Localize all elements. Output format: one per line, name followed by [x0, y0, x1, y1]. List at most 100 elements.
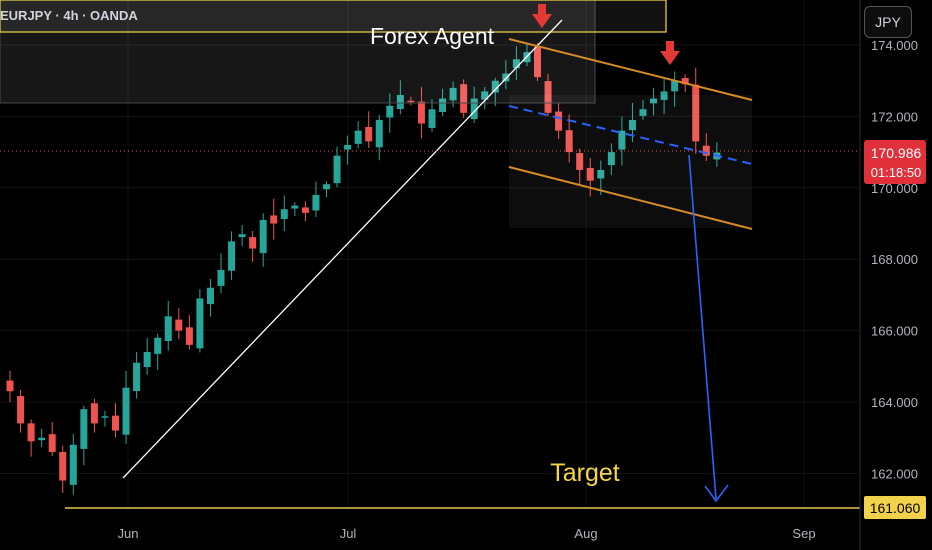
projection-arrow-line [688, 154, 717, 500]
x-tick-label: Jun [118, 526, 139, 541]
candle-body [38, 437, 46, 441]
highlight-box [0, 0, 596, 104]
candle-body [48, 434, 56, 452]
candle-body [312, 194, 320, 211]
candle [470, 86, 478, 124]
candle-body [280, 209, 288, 219]
candle-body [639, 109, 647, 116]
channel-fill [509, 95, 752, 228]
candle-body [597, 169, 605, 179]
symbol-label[interactable]: EURJPY · 4h · OANDA [0, 8, 138, 23]
candle [301, 201, 309, 222]
candle [502, 60, 510, 89]
candle-body [17, 396, 25, 424]
candle-body [80, 409, 88, 449]
candle-body [249, 237, 257, 249]
candle [607, 143, 615, 176]
candle [544, 73, 552, 117]
candle-body [196, 298, 204, 349]
candle-body [544, 81, 552, 113]
candle-body [323, 184, 330, 190]
candle [69, 433, 77, 495]
price-tags: 170.986 01:18:50 161.060 [864, 140, 926, 519]
candle [270, 198, 278, 240]
marker-head [532, 14, 552, 28]
candle [565, 114, 573, 163]
candle-series [6, 43, 721, 495]
y-tick-label: 168.000 [871, 252, 918, 267]
candle-body [586, 167, 594, 181]
y-tick-label: 166.000 [871, 324, 918, 339]
candle-body [502, 73, 510, 82]
candle-body [534, 47, 541, 78]
candle [639, 100, 647, 120]
candle [323, 181, 330, 198]
candle [17, 389, 25, 433]
candle-body [386, 105, 394, 118]
candle-body [259, 219, 267, 254]
candle-body [354, 130, 362, 144]
candle [396, 80, 404, 115]
drawing-overlays: Forex Agent Target [0, 0, 860, 509]
y-tick-label: 174.000 [871, 38, 918, 53]
candle [386, 93, 394, 133]
candle-body [175, 319, 183, 331]
candle [80, 405, 88, 466]
candle [491, 77, 499, 107]
candle [238, 224, 246, 247]
candle-body [491, 80, 499, 93]
price-axis-bg [860, 0, 932, 550]
candle-body [133, 362, 141, 392]
candle-body [206, 287, 214, 305]
y-tick-label: 162.000 [871, 466, 918, 481]
candle [259, 213, 267, 267]
candle [481, 86, 489, 110]
candle [460, 79, 468, 119]
candle-body [59, 451, 67, 481]
candle [333, 146, 341, 188]
channel-midline [508, 105, 753, 165]
candle [217, 253, 225, 294]
candle [90, 398, 98, 433]
candle-body [101, 416, 109, 418]
candle-body [154, 337, 162, 354]
candle [407, 96, 415, 106]
y-tick-label: 164.000 [871, 395, 918, 410]
candle [249, 230, 257, 262]
candle-body [333, 155, 341, 184]
candle-body [628, 119, 636, 131]
marker-stem [538, 4, 546, 15]
trendline [122, 19, 563, 479]
candle [154, 333, 162, 370]
candle-body [69, 444, 77, 485]
candle-body [449, 87, 457, 101]
candle-body [428, 109, 436, 128]
candle-body [460, 84, 468, 113]
current-price-tag-bg [864, 140, 926, 184]
candle-body [660, 91, 668, 100]
candle-body [512, 59, 520, 69]
candle-body [122, 387, 130, 435]
candle [112, 403, 119, 438]
candle [660, 77, 668, 114]
candle [586, 157, 594, 197]
candle-body [702, 145, 710, 156]
candle-body [238, 234, 246, 238]
x-tick-label: Jul [340, 526, 357, 541]
candle-body [270, 215, 278, 224]
candle [671, 71, 679, 107]
candle-body [375, 119, 383, 148]
candle [597, 160, 605, 196]
candle [428, 99, 436, 132]
candle-body [607, 152, 615, 166]
currency-button[interactable]: JPY [864, 6, 912, 38]
candle [344, 135, 352, 165]
candle-body [470, 98, 478, 120]
candle-body [681, 77, 689, 85]
candle [576, 148, 584, 186]
candle [354, 121, 362, 149]
candle [101, 410, 109, 427]
candle-body [576, 153, 584, 170]
candle-body [344, 144, 352, 150]
